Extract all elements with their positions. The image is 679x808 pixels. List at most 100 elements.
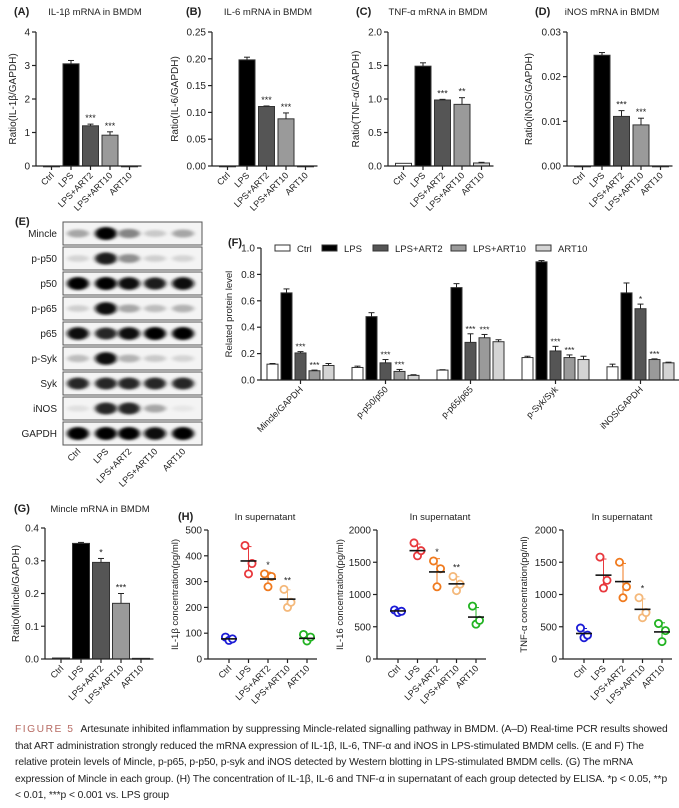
blot-band [95, 302, 117, 315]
chart-title: IL-1β mRNA in BMDM [48, 7, 142, 18]
data-point [279, 584, 289, 594]
blot-band [67, 354, 89, 363]
blot-row-p50 [62, 271, 203, 296]
blot-band [118, 402, 140, 415]
significance-marker: *** [480, 324, 491, 334]
blot-row-p65 [62, 321, 203, 346]
data-point [243, 569, 253, 579]
data-point [618, 593, 628, 603]
y-tick-label: 0.8 [241, 270, 255, 281]
x-tick-label: Ctrl [39, 170, 56, 187]
blot-row-p-p50 [62, 246, 203, 271]
blot-row-inos [62, 396, 203, 421]
blot-band [118, 427, 140, 440]
blot-band [95, 327, 117, 340]
x-tick-label: p-p50/p50 [354, 384, 390, 420]
y-tick-label: 1500 [349, 558, 372, 569]
bar-lps-art2 [549, 350, 562, 381]
significance-marker: *** [650, 349, 661, 359]
data-point [240, 540, 250, 550]
significance-marker: *** [551, 336, 562, 346]
y-tick-label: 3 [24, 61, 30, 72]
chart-title: IL-6 mRNA in BMDM [224, 7, 312, 18]
y-tick-label: 1 [24, 128, 30, 139]
bar-lps-art10 [453, 103, 471, 167]
bar-lps [280, 292, 293, 381]
blot-band [172, 327, 194, 340]
chart-title: In supernatant [592, 512, 653, 523]
y-axis-label: Ratio(IL-6/GAPDH) [170, 56, 181, 142]
y-tick-label: 0.3 [25, 556, 39, 567]
y-axis-label: Ratio(IL-1β/GAPDH) [8, 53, 19, 144]
significance-marker: ** [458, 87, 466, 97]
significance-marker: *** [105, 121, 116, 131]
y-axis-label: Ratio(iNOS/GAPDH) [524, 53, 535, 145]
caption-text: Artesunate inhibited inflammation by sup… [15, 724, 668, 801]
y-tick-label: 0.01 [542, 117, 562, 128]
y-tick-label: 0.6 [241, 296, 255, 307]
x-tick-label: Ctrl [48, 663, 65, 680]
panel-label: (F) [228, 237, 242, 249]
blot-row-label: Mincle [28, 229, 57, 240]
y-tick-label: 0.15 [187, 81, 207, 92]
blot-band [118, 304, 140, 313]
bar-lps-art2 [434, 99, 451, 167]
y-axis-label: IL-16 concentration(pg/ml) [335, 539, 346, 650]
chart-title: TNF-α mRNA in BMDM [389, 7, 488, 18]
blot-band [67, 377, 89, 390]
chart-title: In supernatant [235, 512, 296, 523]
data-point [583, 630, 593, 640]
data-point [654, 619, 664, 629]
y-tick-label: 0.4 [241, 323, 255, 334]
blot-band [118, 228, 140, 239]
bar-lps [62, 63, 80, 167]
x-tick-label: Ctrl [391, 170, 408, 187]
blot-row-label: Syk [40, 379, 58, 390]
figure-number: FIGURE 5 [15, 724, 75, 735]
figure-5: (A) IL-1β mRNA in BMDM Ratio(IL-1β/GAPDH) *… [8, 6, 679, 706]
y-tick-label: 1.0 [368, 95, 382, 106]
data-point [451, 586, 461, 596]
significance-marker: * [639, 294, 643, 304]
blot-row-label: p-Syk [31, 354, 58, 365]
bar-art10 [492, 341, 505, 381]
y-tick-label: 2 [24, 95, 30, 106]
y-tick-label: 1000 [349, 590, 372, 601]
blot-row-gapdh [62, 421, 203, 446]
y-tick-label: 500 [540, 622, 557, 633]
panel-label: (D) [535, 6, 551, 18]
significance-marker: *** [381, 350, 392, 360]
panel-label: (A) [14, 6, 30, 18]
data-point [448, 571, 458, 581]
x-tick-label: Ctrl [570, 170, 587, 187]
blot-band [95, 252, 117, 265]
figure-caption: FIGURE 5 Artesunate inhibited inflammatio… [15, 722, 675, 805]
bar-art10 [322, 364, 335, 381]
blot-band [144, 404, 166, 413]
blot-band [144, 327, 166, 340]
y-tick-label: 100 [185, 629, 202, 640]
legend-swatch-lps-art10 [450, 244, 467, 252]
x-tick-label: iNOS/GAPDH [598, 384, 645, 431]
data-point [661, 626, 671, 636]
legend-label: Ctrl [297, 244, 312, 255]
legend-label: LPS+ART2 [395, 244, 443, 255]
panel-label: (G) [14, 503, 30, 515]
y-tick-label: 0.4 [25, 524, 39, 535]
data-point [615, 557, 625, 567]
blot-row-label: p65 [40, 329, 57, 340]
blot-band [118, 327, 140, 340]
bar-lps-art10 [101, 134, 119, 167]
blot-band [95, 427, 117, 440]
panel-label: (C) [356, 6, 372, 18]
blot-band [67, 277, 89, 290]
bar-lps [620, 292, 633, 381]
data-point [409, 538, 419, 548]
significance-marker: * [99, 547, 103, 557]
chart-title: In supernatant [410, 512, 471, 523]
significance-marker: ** [453, 562, 461, 572]
blot-band [172, 377, 194, 390]
x-tick-label: p-Syk/Syk [524, 384, 560, 420]
y-tick-label: 0.03 [542, 28, 562, 39]
bar-ctrl [436, 369, 449, 381]
